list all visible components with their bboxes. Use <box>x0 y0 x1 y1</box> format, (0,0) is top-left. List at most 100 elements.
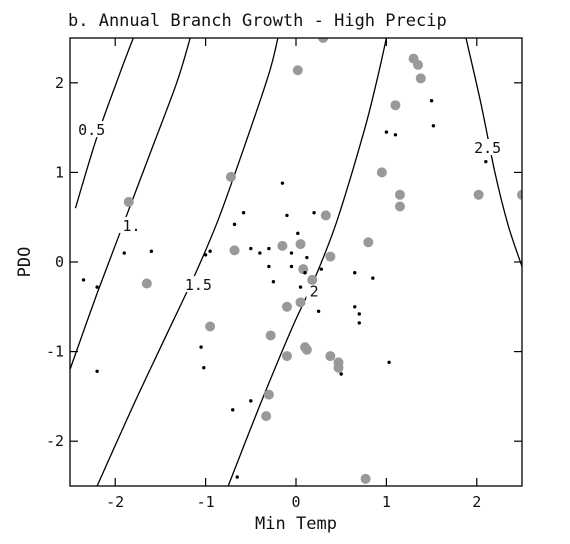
large-point-32 <box>415 73 426 84</box>
small-point-2 <box>95 285 99 289</box>
small-point-3 <box>95 369 99 374</box>
small-point-33 <box>384 130 389 134</box>
small-point-7 <box>202 366 206 370</box>
contour-line-3 <box>96 38 279 486</box>
large-point-7 <box>295 239 306 250</box>
large-point-28 <box>394 189 405 200</box>
small-point-34 <box>387 360 391 365</box>
large-point-5 <box>205 321 216 332</box>
small-point-28 <box>353 271 357 275</box>
large-point-24 <box>261 411 272 422</box>
contour-label-2: 1. <box>122 217 140 235</box>
y-tick-label-5: 2 <box>55 74 64 92</box>
contour-label-bg-4 <box>306 282 322 299</box>
large-point-1 <box>123 196 134 207</box>
contour-line-2 <box>70 38 191 370</box>
large-point-10 <box>318 38 329 43</box>
contour-label-5: 2.5 <box>474 139 501 157</box>
large-point-27 <box>390 100 401 111</box>
x-tick-label-3: 0 <box>291 493 300 511</box>
small-point-8 <box>203 253 208 257</box>
large-point-4 <box>229 245 240 256</box>
x-tick-label-2: -1 <box>197 493 215 511</box>
small-point-26 <box>319 267 324 271</box>
small-point-21 <box>298 285 303 289</box>
ticks-layer: -2 -1 0 1 2 -2 -1 0 1 2 <box>46 38 522 511</box>
small-point-23 <box>305 255 309 260</box>
large-point-26 <box>376 167 387 178</box>
large-point-20 <box>333 362 344 373</box>
contour-label-bg-3 <box>181 276 216 293</box>
large-point-13 <box>295 297 306 308</box>
y-tick-label-1: -2 <box>46 432 64 450</box>
small-point-39 <box>249 399 253 403</box>
large-point-23 <box>263 389 274 400</box>
small-point-35 <box>393 133 398 137</box>
y-axis-label: PDO <box>15 247 35 278</box>
large-point-34 <box>517 189 522 200</box>
small-point-1 <box>81 278 86 282</box>
small-point-15 <box>271 280 276 284</box>
small-point-30 <box>357 321 361 325</box>
small-point-25 <box>316 309 321 313</box>
large-point-6 <box>277 240 288 251</box>
small-point-16 <box>280 181 285 185</box>
contour-label-4: 2 <box>310 282 319 300</box>
small-point-27 <box>339 372 343 376</box>
contour-label-bg-2 <box>118 216 144 233</box>
small-point-13 <box>267 246 271 251</box>
large-point-2 <box>141 278 152 289</box>
large-point-16 <box>281 351 292 362</box>
large-point-12 <box>307 274 318 285</box>
small-point-18 <box>289 251 294 255</box>
large-point-15 <box>265 330 276 341</box>
small-point-42 <box>484 159 488 164</box>
small-point-37 <box>431 124 436 128</box>
small-point-36 <box>429 99 434 103</box>
large-point-18 <box>325 351 336 362</box>
small-point-11 <box>241 211 246 215</box>
contour-label-1: 0.5 <box>78 121 105 139</box>
large-point-35 <box>300 342 311 353</box>
large-point-29 <box>394 201 405 212</box>
x-tick-label-5: 2 <box>472 493 481 511</box>
small-point-14 <box>267 264 271 269</box>
contours-layer <box>70 38 522 486</box>
small-point-19 <box>289 264 294 269</box>
small-point-24 <box>312 211 316 215</box>
small-point-5 <box>149 249 154 253</box>
x-axis-label: Min Temp <box>255 514 337 534</box>
large-point-22 <box>363 237 374 248</box>
contour-line-1 <box>74 38 134 209</box>
points-layer <box>81 38 522 484</box>
x-tick-label-4: 1 <box>382 493 391 511</box>
plot-frame <box>69 37 523 487</box>
large-point-33 <box>473 189 484 200</box>
small-point-4 <box>122 251 126 255</box>
contour-label-3: 1.5 <box>185 276 212 294</box>
small-point-31 <box>357 312 361 316</box>
small-point-17 <box>285 213 289 218</box>
large-point-9 <box>292 65 303 76</box>
small-point-9 <box>208 249 212 253</box>
contour-line-5 <box>465 38 522 267</box>
large-point-21 <box>325 251 336 262</box>
large-point-3 <box>225 171 236 182</box>
chart-title: b. Annual Branch Growth - High Precip <box>68 11 447 31</box>
y-tick-label-4: 1 <box>55 163 64 181</box>
small-point-40 <box>258 251 262 255</box>
large-point-31 <box>413 59 424 70</box>
contour-line-4 <box>227 38 388 486</box>
contour-label-bg-5 <box>470 139 505 155</box>
small-point-20 <box>296 231 300 236</box>
small-point-10 <box>232 222 237 227</box>
y-tick-label-2: -1 <box>46 343 64 361</box>
y-tick-label-3: 0 <box>55 253 64 271</box>
small-point-41 <box>235 475 239 479</box>
large-point-25 <box>360 473 371 484</box>
large-point-11 <box>320 210 331 221</box>
contour-labels-layer: 0.5 1. 1.5 2 2.5 <box>74 121 505 300</box>
small-point-32 <box>371 276 375 280</box>
